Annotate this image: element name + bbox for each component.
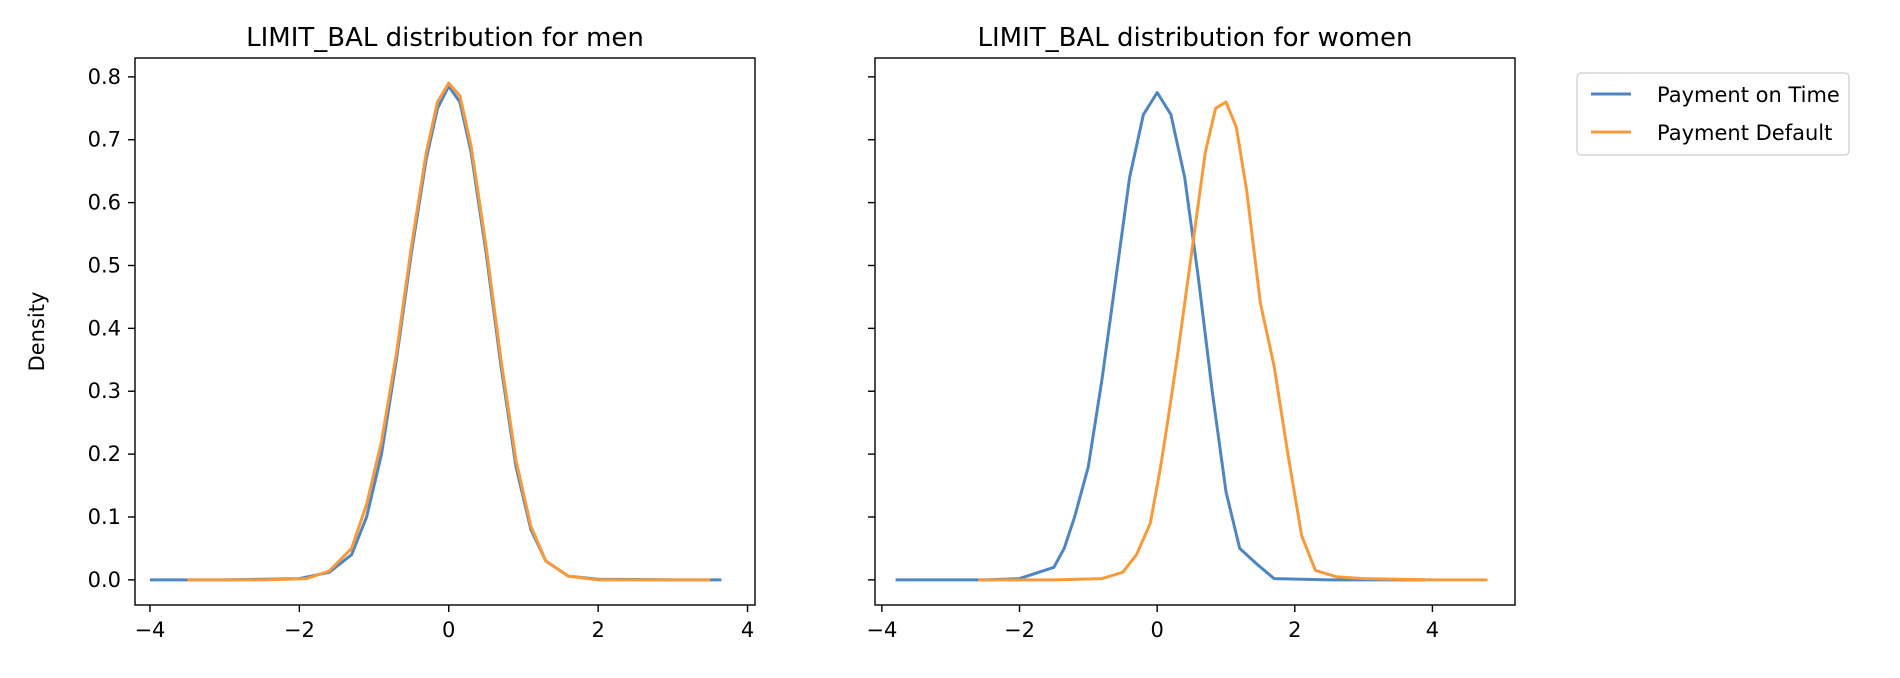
y-tick-label: 0.8 [88, 65, 121, 89]
y-tick-label: 0.0 [88, 568, 121, 592]
series-lines-men [149, 81, 722, 582]
legend-label-on-time: Payment on Time [1657, 83, 1840, 107]
x-tick-label: 2 [1288, 618, 1301, 642]
x-tick-label: −2 [284, 618, 315, 642]
y-tick-label: 0.5 [88, 253, 121, 277]
series-line-default [978, 100, 1488, 582]
y-ticks-women [868, 76, 875, 581]
x-tick-label: 0 [442, 618, 455, 642]
x-tick-label: −2 [1004, 618, 1035, 642]
series-line-on-time [149, 84, 722, 582]
y-tick-label: 0.6 [88, 191, 121, 215]
x-tick-label: 4 [741, 618, 754, 642]
x-tick-label: −4 [866, 618, 897, 642]
series-lines-women [895, 91, 1488, 582]
y-ticks-men: 0.0 0.1 0.2 0.3 0.4 0.5 0.6 0.7 0.8 [88, 65, 135, 592]
chart-title-women: LIMIT_BAL distribution for women [978, 23, 1413, 53]
y-tick-label: 0.2 [88, 442, 121, 466]
x-tick-label: −4 [134, 618, 165, 642]
legend-label-default: Payment Default [1657, 121, 1832, 145]
y-tick-label: 0.1 [88, 505, 121, 529]
y-axis-label: Density [25, 292, 49, 372]
legend-box [1576, 72, 1850, 156]
plot-frame-women [874, 57, 1516, 606]
x-tick-label: 4 [1426, 618, 1439, 642]
plot-frame-men [134, 57, 756, 606]
chart-title-men: LIMIT_BAL distribution for men [246, 23, 644, 53]
y-tick-label: 0.3 [88, 379, 121, 403]
x-tick-label: 2 [591, 618, 604, 642]
legend: Payment on Time Payment Default [1576, 72, 1850, 156]
panel-women: LIMIT_BAL distribution for women −4 −2 0 2 4 [866, 23, 1516, 642]
x-ticks-men: −4 −2 0 2 4 [134, 605, 754, 642]
panel-men: LIMIT_BAL distribution for men Density −… [25, 23, 756, 642]
y-tick-label: 0.4 [88, 316, 121, 340]
x-ticks-women: −4 −2 0 2 4 [866, 605, 1439, 642]
series-line-default [187, 81, 711, 582]
series-line-on-time [895, 91, 1426, 582]
y-tick-label: 0.7 [88, 128, 121, 152]
x-tick-label: 0 [1150, 618, 1163, 642]
